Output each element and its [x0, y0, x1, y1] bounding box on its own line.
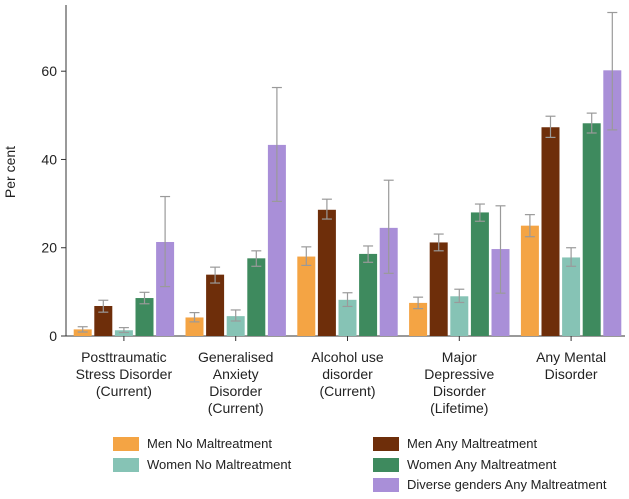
bar — [338, 299, 357, 336]
x-tick-label: Any Mental Disorder — [536, 349, 606, 382]
x-tick-label-line: Any Mental — [536, 349, 606, 365]
bar — [379, 227, 398, 336]
bar — [409, 302, 428, 336]
y-tick-label: 0 — [49, 328, 57, 344]
x-tick-label-line: Posttraumatic — [81, 349, 167, 365]
bar — [135, 298, 154, 336]
y-axis-title: Per cent — [2, 146, 18, 198]
bar — [562, 257, 581, 336]
x-tick-label-line: (Lifetime) — [430, 400, 488, 416]
x-tick-label-line: Anxiety — [213, 366, 259, 382]
y-tick-label: 20 — [41, 240, 57, 256]
x-tick-label-line: (Current) — [96, 383, 152, 399]
x-tick-label-line: disorder — [322, 366, 373, 382]
bar — [156, 241, 175, 336]
x-tick-label-line: Disorder — [209, 383, 262, 399]
bar — [317, 209, 336, 336]
bar — [541, 127, 560, 337]
bar — [267, 144, 286, 336]
bar — [582, 123, 601, 336]
x-tick-label-line: Alcohol use — [311, 349, 384, 365]
bar — [94, 305, 113, 336]
x-tick-label-line: (Current) — [319, 383, 375, 399]
chart-error-bars — [77, 11, 618, 334]
x-tick-label-line: (Current) — [208, 400, 264, 416]
x-tick-label-line: Disorder — [545, 366, 598, 382]
y-tick-label: 40 — [41, 151, 57, 167]
x-tick-label: Alcohol use disorder (Current) — [311, 349, 384, 399]
chart-x-tick-labels: Posttraumatic Stress Disorder (Current)Gen… — [76, 349, 606, 416]
bar — [206, 274, 225, 336]
bar — [114, 330, 133, 336]
x-tick-label-line: Depressive — [424, 366, 494, 382]
x-tick-label: Generalised Anxiety Disorder (Current) — [198, 349, 274, 416]
x-tick-label-line: Stress Disorder — [76, 366, 173, 382]
bar — [450, 296, 469, 336]
x-tick-label-line: Generalised — [198, 349, 274, 365]
bar — [359, 253, 378, 336]
bar — [247, 258, 266, 336]
bar — [470, 212, 489, 336]
x-tick-label-line: Major — [442, 349, 477, 365]
x-tick-label-line: Disorder — [433, 383, 486, 399]
x-tick-label: Major Depressive Disorder (Lifetime) — [424, 349, 494, 416]
bar — [520, 225, 539, 336]
y-tick-label: 60 — [41, 63, 57, 79]
bar — [297, 256, 316, 336]
bar — [603, 70, 622, 337]
bar — [429, 242, 448, 336]
bar — [73, 329, 92, 336]
x-tick-label: Posttraumatic Stress Disorder (Current) — [76, 349, 173, 399]
